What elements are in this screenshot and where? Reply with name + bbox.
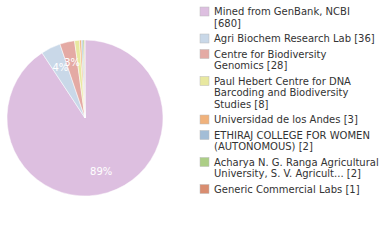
legend-label-line: Generic Commercial Labs [1] bbox=[214, 184, 360, 195]
legend-label-line: Mined from GenBank, NCBI bbox=[214, 6, 350, 17]
legend-label-line: Barcoding and Biodiversity bbox=[214, 87, 348, 98]
pie-slice bbox=[83, 40, 85, 118]
legend: Mined from GenBank, NCBI[680] Agri Bioche… bbox=[200, 6, 379, 195]
pie-group bbox=[7, 40, 163, 196]
legend-swatch bbox=[200, 77, 209, 86]
legend-label: Universidad de los Andes [3] bbox=[214, 114, 358, 125]
legend-label-line: Universidad de los Andes [3] bbox=[214, 114, 358, 125]
legend-swatch bbox=[200, 185, 209, 194]
legend-label-line: [680] bbox=[214, 18, 241, 29]
pie-slice bbox=[80, 40, 85, 118]
legend-swatch bbox=[200, 115, 209, 124]
legend-swatch bbox=[200, 158, 209, 167]
legend-label-line: Centre for Biodiversity bbox=[214, 49, 327, 60]
legend-label: Mined from GenBank, NCBI[680] bbox=[214, 6, 350, 29]
legend-label-line: University, S. V. Agricult... [2] bbox=[214, 168, 361, 179]
legend-swatch bbox=[200, 7, 209, 16]
chart-svg: 89%4%3% Mined from GenBank, NCBI[680] Agri… bbox=[0, 0, 380, 240]
pie-slice bbox=[82, 40, 85, 118]
legend-label-line: Studies [8] bbox=[214, 99, 269, 110]
chart-container: 89%4%3% Mined from GenBank, NCBI[680] Agri… bbox=[0, 0, 380, 240]
legend-label: Paul Hebert Centre for DNABarcoding and … bbox=[214, 76, 351, 110]
legend-label-line: (AUTONOMOUS) [2] bbox=[214, 141, 313, 152]
legend-swatch bbox=[200, 131, 209, 140]
pie-slice bbox=[7, 40, 163, 196]
legend-label-line: ETHIRAJ COLLEGE FOR WOMEN bbox=[214, 130, 370, 141]
legend-label-line: Paul Hebert Centre for DNA bbox=[214, 76, 351, 87]
pie-slice bbox=[84, 40, 86, 118]
legend-label: Agri Biochem Research Lab [36] bbox=[214, 33, 375, 44]
legend-swatch bbox=[200, 34, 209, 43]
data-labels: 89%4%3% bbox=[52, 57, 112, 176]
legend-label-line: Acharya N. G. Ranga Agricultural bbox=[214, 157, 379, 168]
legend-label-line: Agri Biochem Research Lab [36] bbox=[214, 33, 375, 44]
pie-slice bbox=[60, 41, 85, 118]
data-label: 3% bbox=[64, 57, 80, 68]
pie-slice bbox=[75, 40, 85, 118]
legend-label: Acharya N. G. Ranga AgriculturalUniversi… bbox=[214, 157, 379, 180]
data-label: 89% bbox=[90, 166, 112, 177]
legend-swatch bbox=[200, 50, 209, 59]
legend-label: ETHIRAJ COLLEGE FOR WOMEN(AUTONOMOUS) [2… bbox=[214, 130, 370, 153]
legend-label-line: Genomics [28] bbox=[214, 60, 287, 71]
legend-label: Generic Commercial Labs [1] bbox=[214, 184, 360, 195]
legend-label: Centre for BiodiversityGenomics [28] bbox=[214, 49, 327, 72]
